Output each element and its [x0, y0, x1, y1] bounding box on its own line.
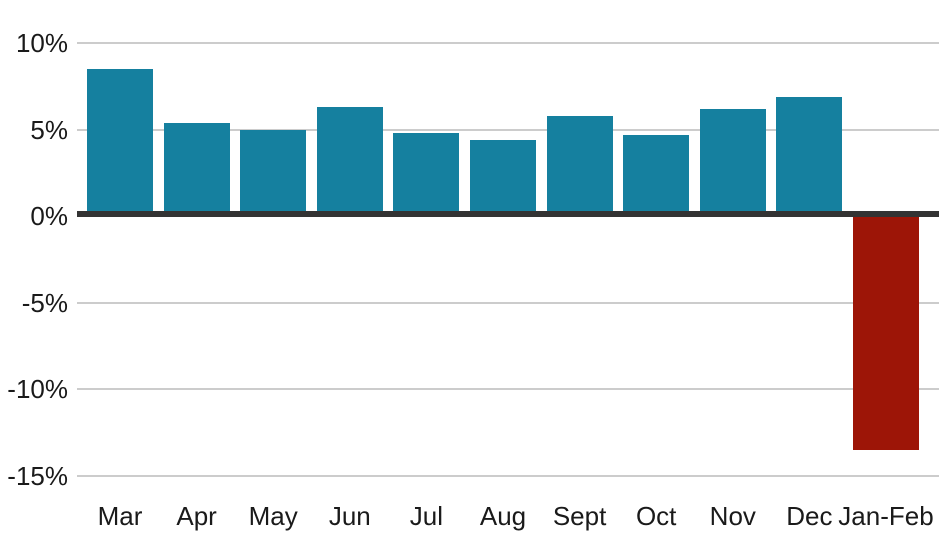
gridline--10	[77, 388, 939, 391]
bar-oct	[623, 134, 690, 211]
y-tick-label: -10%	[7, 374, 68, 405]
y-tick-label: 10%	[15, 28, 68, 58]
x-tick-label-may: May	[248, 501, 298, 531]
y-tick-label: -15%	[7, 461, 68, 491]
x-tick-label-apr: Apr	[176, 501, 217, 531]
x-tick-label-oct: Oct	[635, 501, 677, 531]
gridline--15	[77, 475, 939, 477]
x-tick-label-nov: Nov	[709, 501, 756, 531]
x-tick-label-jul: Jul	[409, 501, 444, 531]
bar-nov	[699, 108, 766, 211]
bar-may	[240, 129, 307, 211]
zero-axis-line	[77, 211, 939, 217]
x-tick-label-jan-feb: Jan-Feb	[838, 501, 934, 531]
bar-apr	[163, 122, 230, 211]
x-tick-label-jun: Jun	[328, 501, 371, 531]
gridline--5	[77, 301, 939, 304]
x-tick-label-sept: Sept	[552, 501, 607, 531]
x-tick-label-dec: Dec	[786, 501, 833, 531]
y-tick-label: 5%	[30, 114, 68, 145]
bar-aug	[470, 139, 536, 211]
bar-dec	[776, 96, 843, 211]
bar-sept	[546, 115, 613, 211]
y-tick-label: -5%	[21, 287, 68, 318]
gridline-10	[77, 42, 939, 44]
y-tick-label: 0%	[30, 201, 68, 232]
x-tick-label-mar: Mar	[97, 501, 143, 531]
x-tick-label-aug: Aug	[479, 501, 527, 531]
bar-jun	[316, 107, 383, 211]
bar-jul	[393, 133, 460, 211]
gridline-5	[77, 128, 939, 131]
bar-mar	[87, 68, 153, 211]
bar-jan-feb	[853, 217, 919, 451]
